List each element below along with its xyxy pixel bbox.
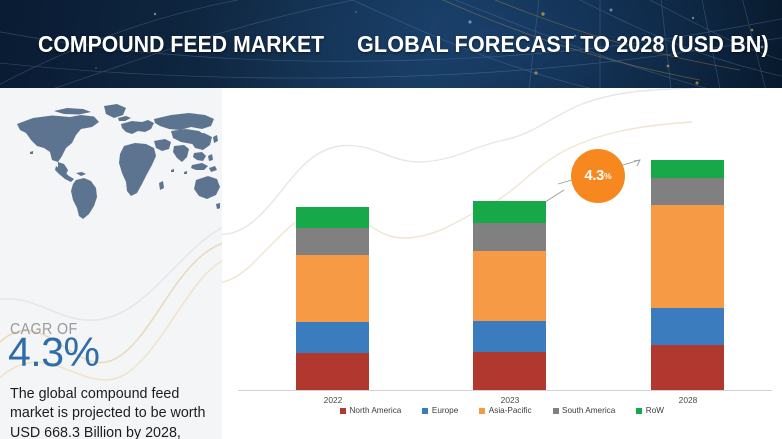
bar-segment-north-america [473,352,546,390]
legend-swatch-icon [552,407,559,414]
bar-segment-row [473,201,546,223]
legend-label: Europe [431,406,459,415]
bar-segment-north-america [651,345,724,390]
legend-label: RoW [645,406,664,415]
bar-segment-asia-pacific [296,255,369,322]
stacked-bar-chart: 521.3 2022 541.2 2023 668.3 [222,88,782,439]
bar-column-2023[interactable] [473,201,546,390]
x-tick-2022: 2022 [323,395,343,405]
decorative-wave-curves [0,226,222,381]
legend-item-europe[interactable]: Europe [422,406,458,415]
legend-label: Asia-Pacific [488,406,532,415]
x-tick-2023: 2023 [500,395,520,405]
cagr-label: CAGR OF [10,321,78,338]
legend-swatch-icon [636,407,643,414]
cagr-callout-number: 4.3 [584,167,605,184]
summary-description: The global compound feed market is proje… [10,386,206,439]
bar-segment-south-america [296,228,369,255]
legend-swatch-icon [339,407,346,414]
legend-swatch-icon [479,407,486,414]
bar-segment-row [651,160,724,178]
legend-label: South America [562,406,616,415]
bar-segment-asia-pacific [473,251,546,321]
cagr-callout-percent: % [604,170,612,181]
page-title: COMPOUND FEED MARKET GLOBAL FORECAST TO … [38,31,782,58]
chart-panel: 521.3 2022 541.2 2023 668.3 [222,88,782,439]
header-banner: COMPOUND FEED MARKET GLOBAL FORECAST TO … [0,0,782,88]
cagr-value: 4.3% [8,329,100,375]
legend-item-north-america[interactable]: North America [339,406,402,415]
x-tick-2028: 2028 [678,395,698,405]
network-graphic [0,0,782,88]
legend-label: North America [349,406,402,415]
bar-segment-europe [296,322,369,353]
bar-segment-europe [473,321,546,352]
chart-legend: North America Europe Asia-Pacific South … [222,406,782,415]
left-summary-panel: CAGR OF 4.3% The global compound feed ma… [0,88,222,439]
cagr-callout-badge: 4.3% [571,149,625,203]
x-axis-line [238,390,772,391]
legend-item-row[interactable]: RoW [636,406,664,415]
bar-segment-north-america [296,353,369,390]
bar-column-2022[interactable] [296,207,369,390]
bar-segment-south-america [651,178,724,205]
page-title-part1: COMPOUND FEED MARKET [38,31,325,57]
bar-segment-asia-pacific [651,205,724,308]
legend-item-south-america[interactable]: South America [552,406,616,415]
legend-item-asia-pacific[interactable]: Asia-Pacific [479,406,532,415]
page-title-part2: GLOBAL FORECAST TO 2028 (USD BN) [356,31,769,57]
cagr-callout-text: 4.3% [584,169,611,184]
world-map-icon [17,104,220,219]
bar-segment-europe [651,308,724,345]
bar-column-2028[interactable] [651,160,724,390]
legend-swatch-icon [422,407,429,414]
bar-segment-row [296,207,369,228]
bar-segment-south-america [473,223,546,251]
